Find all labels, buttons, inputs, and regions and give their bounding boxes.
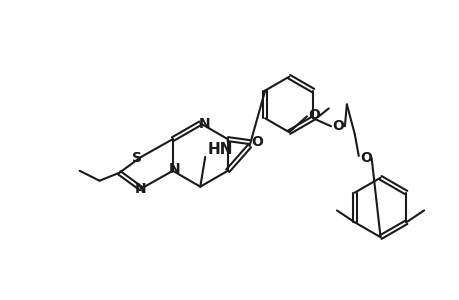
Text: O: O (251, 135, 263, 149)
Text: N: N (198, 117, 210, 131)
Text: O: O (331, 119, 343, 133)
Text: O: O (308, 108, 319, 122)
Text: N: N (134, 182, 146, 196)
Text: HN: HN (207, 142, 232, 157)
Text: O: O (359, 151, 371, 165)
Text: N: N (168, 162, 180, 176)
Text: S: S (132, 151, 142, 165)
